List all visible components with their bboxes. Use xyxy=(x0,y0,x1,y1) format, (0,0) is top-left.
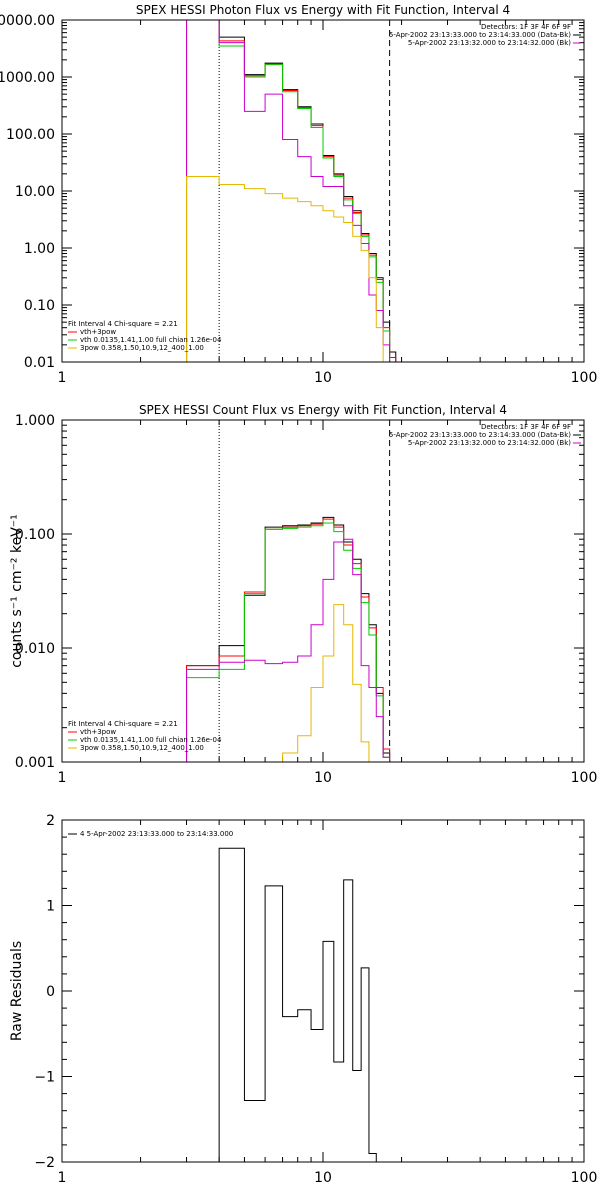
info-line: 5-Apr-2002 23:13:33.000 to 23:14:33.000 … xyxy=(389,431,571,439)
x-tick-label: 100 xyxy=(571,1170,598,1186)
y-tick-label: 1000.00 xyxy=(0,70,55,86)
legend-entry: vth 0.0135,1.41,1.00 full chian 1.26e-04 xyxy=(80,736,222,744)
y-tick-label: 10.00 xyxy=(15,184,55,200)
series-line xyxy=(218,847,390,1162)
y-tick-label: 2 xyxy=(46,813,55,829)
info-line: 5-Apr-2002 23:13:32.000 to 23:14:32.000 … xyxy=(408,439,571,447)
x-tick-label: 10 xyxy=(314,770,332,786)
legend-entry: vth 0.0135,1.41,1.00 full chian 1.26e-04 xyxy=(80,336,222,344)
y-tick-label: 100.00 xyxy=(6,127,55,143)
y-tick-label: 0.10 xyxy=(24,298,55,314)
residuals-panel: Raw Residuals 1 10 100 −2 −1 0 1 2 4 5-Apr-2002 2… xyxy=(9,813,598,1186)
y-tick-label: 0.001 xyxy=(15,755,55,771)
x-tick-label: 1 xyxy=(58,1170,67,1186)
legend-entry: Fit Interval 4 Chi-square = 2.21 xyxy=(68,720,178,728)
y-axis-label: counts s⁻¹ cm⁻² keV⁻¹ xyxy=(9,514,25,668)
series-line xyxy=(282,604,370,762)
legend-entry: vth+3pow xyxy=(80,328,116,336)
photon-flux-panel: SPEX HESSI Photon Flux vs Energy with Fi… xyxy=(0,3,598,386)
legend-entry: 4 5-Apr-2002 23:13:33.000 to 23:14:33.00… xyxy=(80,830,233,838)
x-tick-label: 10 xyxy=(314,370,332,386)
series-group xyxy=(218,847,390,1162)
series-line xyxy=(186,20,397,362)
legend-entry: vth+3pow xyxy=(80,728,116,736)
y-tick-label: 1.000 xyxy=(15,413,55,429)
count-flux-panel: SPEX HESSI Count Flux vs Energy with Fit… xyxy=(9,403,598,786)
y-tick-label: 10000.00 xyxy=(0,13,55,29)
legend-entry: 3pow 0.358,1.50,10.9,12_400_1.00 xyxy=(80,744,204,752)
y-tick-label: 0.010 xyxy=(15,641,55,657)
series-group xyxy=(186,20,397,362)
y-tick-label: 1 xyxy=(46,899,55,915)
info-line: Detectors: 1F 3F 4F 6F 9F xyxy=(481,423,571,431)
series-group xyxy=(186,516,397,762)
x-tick-label: 1 xyxy=(58,770,67,786)
legend-entry: Fit Interval 4 Chi-square = 2.21 xyxy=(68,320,178,328)
plot-frame xyxy=(61,19,585,363)
y-tick-label: 0 xyxy=(46,984,55,1000)
y-tick-label: 1.00 xyxy=(24,241,55,257)
plot-frame xyxy=(61,419,585,763)
y-tick-label: 0.100 xyxy=(15,527,55,543)
chart-title: SPEX HESSI Count Flux vs Energy with Fit… xyxy=(139,403,507,417)
info-line: 5-Apr-2002 23:13:32.000 to 23:14:32.000 … xyxy=(408,39,571,47)
y-tick-label: −2 xyxy=(34,1155,55,1171)
series-line xyxy=(186,538,391,762)
x-tick-label: 100 xyxy=(571,770,598,786)
x-tick-label: 100 xyxy=(571,370,598,386)
y-tick-label: −1 xyxy=(34,1070,55,1086)
y-tick-label: 0.01 xyxy=(24,355,55,371)
info-line: Detectors: 1F 3F 4F 6F 9F xyxy=(481,23,571,31)
series-line xyxy=(186,175,391,362)
legend-entry: 3pow 0.358,1.50,10.9,12_400_1.00 xyxy=(80,344,204,352)
x-tick-label: 1 xyxy=(58,370,67,386)
info-line: 5-Apr-2002 23:13:33.000 to 23:14:33.000 … xyxy=(389,31,571,39)
chart-title: SPEX HESSI Photon Flux vs Energy with Fi… xyxy=(136,3,510,17)
x-tick-label: 10 xyxy=(314,1170,332,1186)
y-axis-label: Raw Residuals xyxy=(9,941,25,1041)
plot-frame xyxy=(61,819,585,1163)
